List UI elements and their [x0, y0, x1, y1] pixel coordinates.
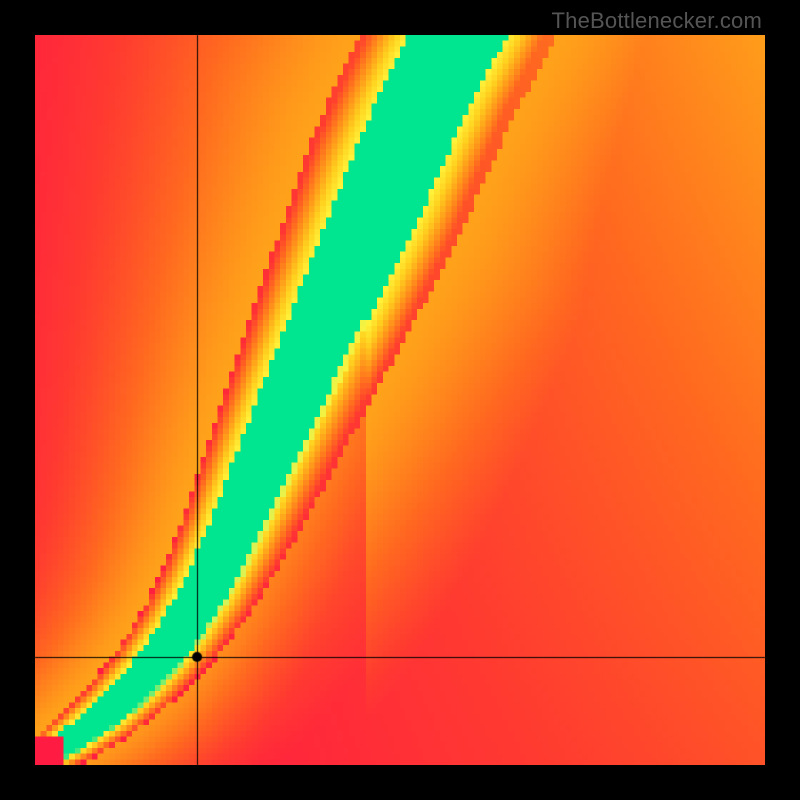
- bottleneck-heatmap-figure: { "figure": { "type": "heatmap", "canvas…: [0, 0, 800, 800]
- crosshair-overlay: [0, 0, 800, 800]
- watermark-text: TheBottlenecker.com: [552, 8, 762, 34]
